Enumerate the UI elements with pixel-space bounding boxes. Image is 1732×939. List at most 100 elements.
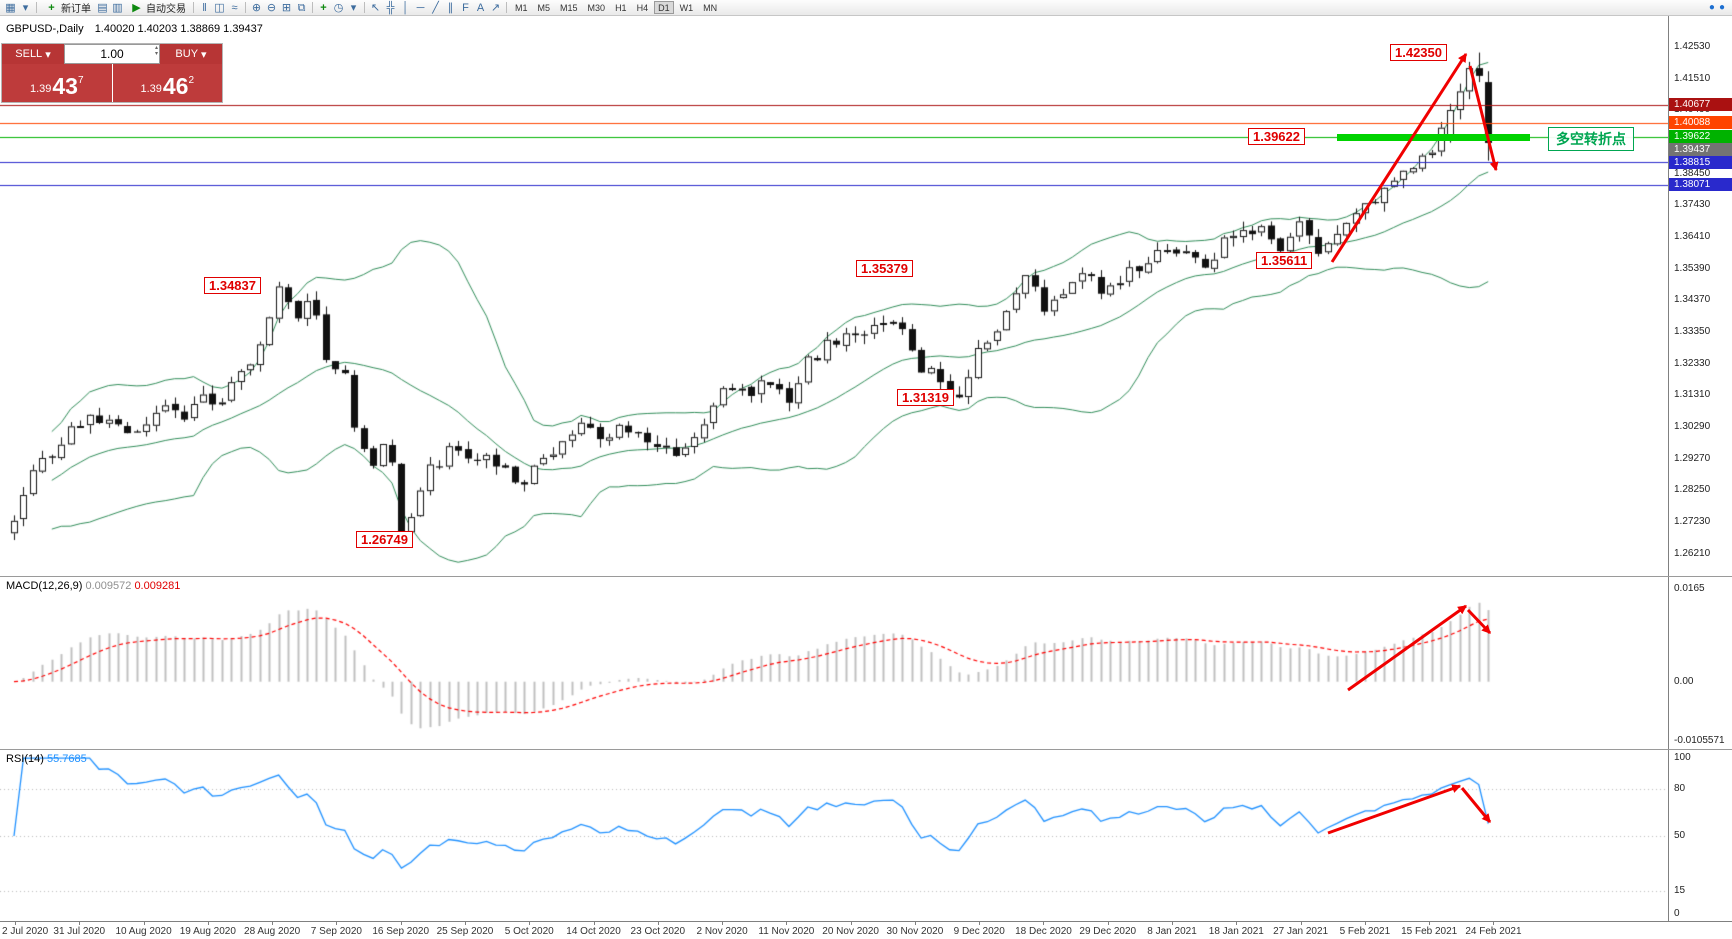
price-axis-label: 1.35390	[1674, 262, 1711, 274]
templates-dropdown-icon[interactable]: ▾	[350, 1, 357, 14]
volume-stepper[interactable]: ▴ ▾	[155, 45, 158, 57]
toolbar: ▦ ▾ + 新订单 ▤ ▥ ▶ 自动交易 ‖ ◫ ≈ ⊕ ⊖ ⊞ ⧉ + ◷ ▾…	[0, 0, 1732, 16]
volume-input[interactable]	[65, 47, 159, 61]
timeframe-group: M1 M5 M15 M30 H1 H4 D1 W1 MN	[510, 1, 722, 14]
rsi-name: RSI(14)	[6, 753, 44, 765]
chevron-down-icon: ▾	[45, 48, 51, 61]
date-axis-tick	[1301, 922, 1302, 925]
zoom-in-icon[interactable]: ⊕	[251, 1, 262, 14]
sell-label: SELL	[15, 48, 43, 60]
horizontal-line-icon[interactable]: ─	[416, 1, 425, 14]
arrows-tool-icon[interactable]: ↗	[490, 1, 501, 14]
date-axis-label: 5 Oct 2020	[504, 926, 554, 937]
chart-profiles-dropdown-icon[interactable]: ▾	[22, 1, 29, 14]
date-axis-tick	[851, 922, 852, 925]
date-axis-tick	[1172, 922, 1173, 925]
price-axis-tag: 1.38071	[1669, 178, 1732, 192]
timeframe-button-w1[interactable]: W1	[679, 3, 694, 13]
fibonacci-icon[interactable]: F	[462, 1, 469, 14]
date-axis-tick	[401, 922, 402, 925]
stepper-up-icon[interactable]: ▴	[154, 45, 158, 51]
timeframe-button-d1[interactable]: D1	[654, 1, 674, 14]
rsi-scale-label: 0	[1674, 908, 1680, 919]
buy-price-prefix: 1.39	[140, 83, 162, 95]
sell-button[interactable]: SELL ▾	[2, 44, 64, 64]
date-axis-tick	[786, 922, 787, 925]
date-axis-tick	[658, 922, 659, 925]
timeframe-button-mn[interactable]: MN	[703, 3, 718, 13]
toolbar-separator	[506, 2, 507, 13]
sell-price-button[interactable]: 1.39 43 7	[2, 64, 112, 102]
buy-label: BUY	[175, 48, 199, 60]
date-axis-label: 14 Oct 2020	[566, 926, 621, 937]
new-order-button[interactable]: + 新订单	[40, 1, 95, 16]
cursor-icon[interactable]: ↖	[370, 1, 381, 14]
macd-signal-value: 0.009281	[134, 580, 181, 592]
mql5-icon[interactable]: ●	[1708, 2, 1715, 13]
new-order-label: 新订单	[61, 4, 91, 15]
market-watch-icon[interactable]: ▤	[97, 1, 108, 14]
date-axis-tick	[722, 922, 723, 925]
date-axis-label: 8 Jan 2021	[1147, 926, 1197, 937]
panel-separator[interactable]	[0, 749, 1732, 750]
tile-windows-icon[interactable]: ⊞	[281, 1, 292, 14]
date-axis-label: 19 Aug 2020	[179, 926, 236, 937]
timeframe-button-h4[interactable]: H4	[636, 3, 649, 13]
price-axis-label: 1.27230	[1674, 516, 1711, 528]
price-chart-canvas[interactable]	[0, 16, 1668, 576]
macd-main-value: 0.009572	[85, 580, 132, 592]
trendline-icon[interactable]: ╱	[432, 1, 439, 14]
plus-icon: +	[48, 1, 55, 14]
date-axis-tick	[1236, 922, 1237, 925]
date-axis-tick	[15, 922, 16, 925]
volume-field: ▴ ▾	[64, 44, 160, 64]
price-axis-tag: 1.38815	[1669, 156, 1732, 170]
date-axis-label: 11 Nov 2020	[758, 926, 815, 937]
date-axis-tick	[1493, 922, 1494, 925]
new-chart-icon[interactable]: ▦	[5, 1, 16, 14]
community-icon[interactable]: ●	[1718, 2, 1725, 13]
chevron-down-icon: ▾	[201, 48, 207, 61]
date-axis-label: 20 Nov 2020	[822, 926, 879, 937]
price-axis-label: 1.29270	[1674, 452, 1711, 464]
cascade-windows-icon[interactable]: ⧉	[297, 1, 306, 14]
date-axis-label: 5 Feb 2021	[1339, 926, 1391, 937]
date-axis-label: 24 Feb 2021	[1465, 926, 1522, 937]
date-axis-tick	[979, 922, 980, 925]
price-axis-label: 1.30290	[1674, 421, 1711, 433]
macd-scale-label: -0.0105571	[1674, 735, 1725, 746]
bar-chart-icon[interactable]: ‖	[202, 1, 207, 14]
buy-price-button[interactable]: 1.39 46 2	[112, 64, 222, 102]
rsi-panel-canvas[interactable]	[0, 750, 1668, 921]
timeframe-button-m30[interactable]: M30	[587, 3, 606, 13]
timeframe-button-h1[interactable]: H1	[615, 3, 627, 13]
date-axis-label: 29 Dec 2020	[1079, 926, 1137, 937]
channel-icon[interactable]: ∥	[447, 1, 454, 14]
date-axis-tick	[1108, 922, 1109, 925]
periods-clock-icon[interactable]: ◷	[333, 1, 344, 14]
date-axis[interactable]: 2 Jul 2020 31 Jul 2020 10 Aug 2020 19 Aug 2…	[0, 921, 1732, 939]
crosshair-icon[interactable]: ╬	[386, 1, 395, 14]
line-chart-icon[interactable]: ≈	[231, 1, 238, 14]
date-axis-tick	[1429, 922, 1430, 925]
date-axis-tick	[208, 922, 209, 925]
timeframe-button-m15[interactable]: M15	[560, 3, 578, 13]
timeframe-button-m5[interactable]: M5	[537, 3, 551, 13]
text-tool-icon[interactable]: A	[476, 1, 485, 14]
data-window-icon[interactable]: ▥	[112, 1, 123, 14]
price-axis[interactable]: 1.425301.415101.404901.384501.374301.364…	[1668, 16, 1732, 922]
ohlc-values: 1.40020 1.40203 1.38869 1.39437	[94, 23, 263, 35]
candlestick-chart-icon[interactable]: ◫	[214, 1, 225, 14]
date-axis-label: 28 Aug 2020	[244, 926, 301, 937]
stepper-down-icon[interactable]: ▾	[154, 51, 158, 57]
buy-button[interactable]: BUY ▾	[160, 44, 222, 64]
vertical-line-icon[interactable]: │	[402, 1, 409, 14]
price-axis-tag: 1.40677	[1669, 97, 1732, 111]
indicators-icon[interactable]: +	[320, 1, 327, 14]
macd-panel-canvas[interactable]	[0, 577, 1668, 749]
autotrading-button[interactable]: ▶ 自动交易	[125, 1, 190, 16]
panel-separator[interactable]	[0, 576, 1732, 577]
zoom-out-icon[interactable]: ⊖	[266, 1, 277, 14]
toolbar-separator	[193, 2, 194, 13]
timeframe-button-m1[interactable]: M1	[515, 3, 528, 13]
